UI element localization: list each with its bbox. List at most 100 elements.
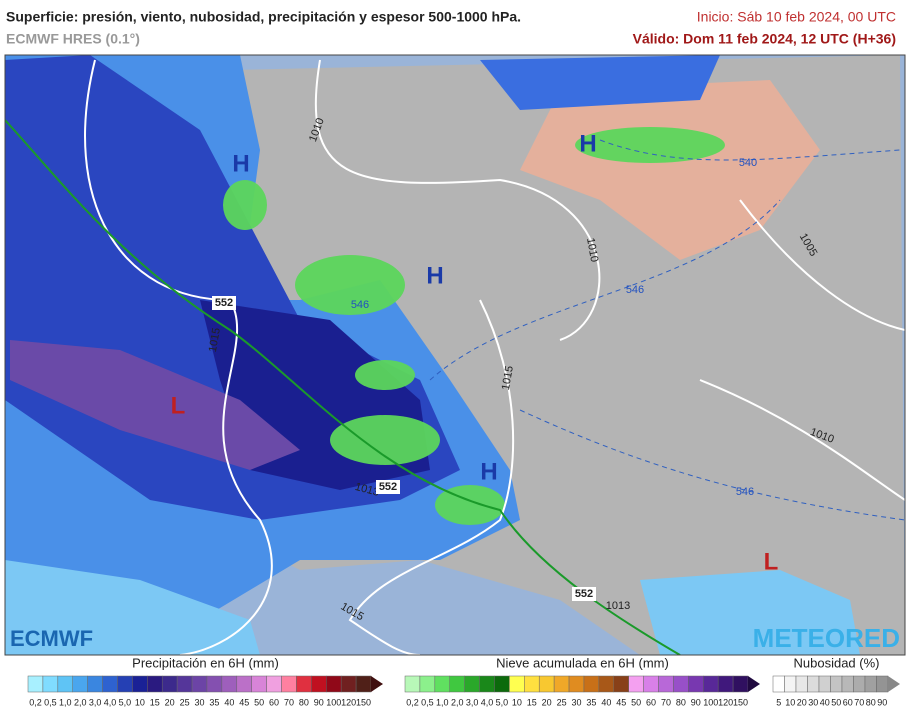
pressure-center: H [579, 130, 596, 157]
legend-label: 50 [254, 697, 264, 707]
legend-label: 1,0 [436, 697, 449, 707]
legend-swatch [419, 675, 436, 693]
legend-swatch [853, 675, 866, 693]
legend-label: 90 [314, 697, 324, 707]
legend-label: 80 [299, 697, 309, 707]
legend-label: 0,2 [29, 697, 42, 707]
legend-label: 3,0 [466, 697, 479, 707]
legend-label: 45 [616, 697, 626, 707]
legend-title: Nieve acumulada en 6H (mm) [496, 655, 669, 670]
legend-label: 80 [676, 697, 686, 707]
legend-label: 50 [831, 697, 841, 707]
legend-label: 40 [601, 697, 611, 707]
legend-swatch [717, 675, 734, 693]
logo-right: METEORED [753, 623, 900, 653]
legend-swatch [27, 675, 44, 693]
legend-label: 0,5 [44, 697, 57, 707]
legend-swatch [191, 675, 208, 693]
legend-swatch [147, 675, 163, 693]
legend-label: 70 [854, 697, 864, 707]
legend-swatch [876, 675, 889, 693]
legend-swatch [703, 675, 719, 693]
legend-swatch [251, 675, 267, 693]
legend-label: 0,5 [421, 697, 434, 707]
legend-label: 10 [785, 697, 795, 707]
legend-label: 5 [776, 697, 781, 707]
isobar-label: 1013 [606, 600, 630, 612]
legend-label: 35 [209, 697, 219, 707]
legend-title: Precipitación en 6H (mm) [132, 655, 279, 670]
legend-swatch [57, 675, 73, 693]
legend-swatch [296, 675, 312, 693]
label-box [376, 480, 400, 494]
legend-label: 50 [631, 697, 641, 707]
legend-label: 60 [843, 697, 853, 707]
legend-swatch [688, 675, 704, 693]
subtitle: ECMWF HRES (0.1°) [6, 31, 140, 47]
legend-label: 100 [703, 697, 718, 707]
legend-swatch [176, 675, 193, 693]
isobar-label: 1015 [207, 327, 223, 353]
legend-title: Nubosidad (%) [794, 655, 880, 670]
map [4, 54, 906, 656]
legend-label: 150 [356, 697, 371, 707]
legend-swatch [221, 675, 238, 693]
legend-swatch [673, 675, 689, 693]
logo-left: ECMWF [10, 626, 93, 651]
legend-swatch [206, 675, 223, 693]
legend-swatch [404, 675, 421, 693]
legend-swatch [464, 675, 480, 693]
pressure-center: H [232, 150, 249, 177]
legend-swatch [87, 675, 103, 693]
legend-swatch [732, 675, 749, 693]
legend-label: 35 [586, 697, 596, 707]
legend-label: 45 [239, 697, 249, 707]
title: Superficie: presión, viento, nubosidad, … [6, 9, 521, 25]
valid-time: Válido: Dom 11 feb 2024, 12 UTC (H+36) [633, 31, 896, 47]
legend-swatch [449, 675, 465, 693]
legend-label: 80 [866, 697, 876, 707]
label-box [212, 296, 236, 310]
legend-swatch [434, 675, 450, 693]
legend-label: 4,0 [104, 697, 117, 707]
legend-swatch [772, 675, 785, 693]
legend-swatch [795, 675, 808, 693]
legend-swatch [326, 675, 342, 693]
legend-swatch [311, 675, 327, 693]
legend-label: 60 [646, 697, 656, 707]
legend-swatch [72, 675, 88, 693]
legend-swatch [266, 675, 282, 693]
legend-label: 20 [797, 697, 807, 707]
legend-swatch [864, 675, 877, 693]
legend-label: 5,0 [496, 697, 509, 707]
legend-swatch [117, 675, 133, 693]
legend-label: 0,2 [406, 697, 419, 707]
isobar-label: 1010 [584, 237, 600, 263]
legend-swatch [553, 675, 570, 693]
legend-swatch [830, 675, 843, 693]
legend-swatch [568, 675, 585, 693]
legend-label: 70 [661, 697, 671, 707]
legend-label: 4,0 [481, 697, 494, 707]
legend-swatch [628, 675, 644, 693]
thickness-label: 546 [626, 284, 644, 296]
legend-swatch [281, 675, 297, 693]
legend-label: 25 [180, 697, 190, 707]
legend-swatch [658, 675, 674, 693]
legend-swatch [355, 675, 372, 693]
thickness-label: 546 [351, 299, 369, 311]
legend-label: 2,0 [74, 697, 87, 707]
legend-label: 120 [341, 697, 356, 707]
legend-label: 90 [691, 697, 701, 707]
thickness-label: 540 [739, 157, 757, 169]
legend-arrow [371, 676, 383, 692]
thickness-label: 552 [379, 481, 397, 493]
legend-swatch [538, 675, 555, 693]
thickness-label: 552 [215, 297, 233, 309]
legend-label: 60 [269, 697, 279, 707]
init-time: Inicio: Sáb 10 feb 2024, 00 UTC [697, 9, 896, 25]
legend-label: 10 [512, 697, 522, 707]
legend-swatch [509, 675, 525, 693]
legend-label: 25 [557, 697, 567, 707]
legend-label: 90 [877, 697, 887, 707]
